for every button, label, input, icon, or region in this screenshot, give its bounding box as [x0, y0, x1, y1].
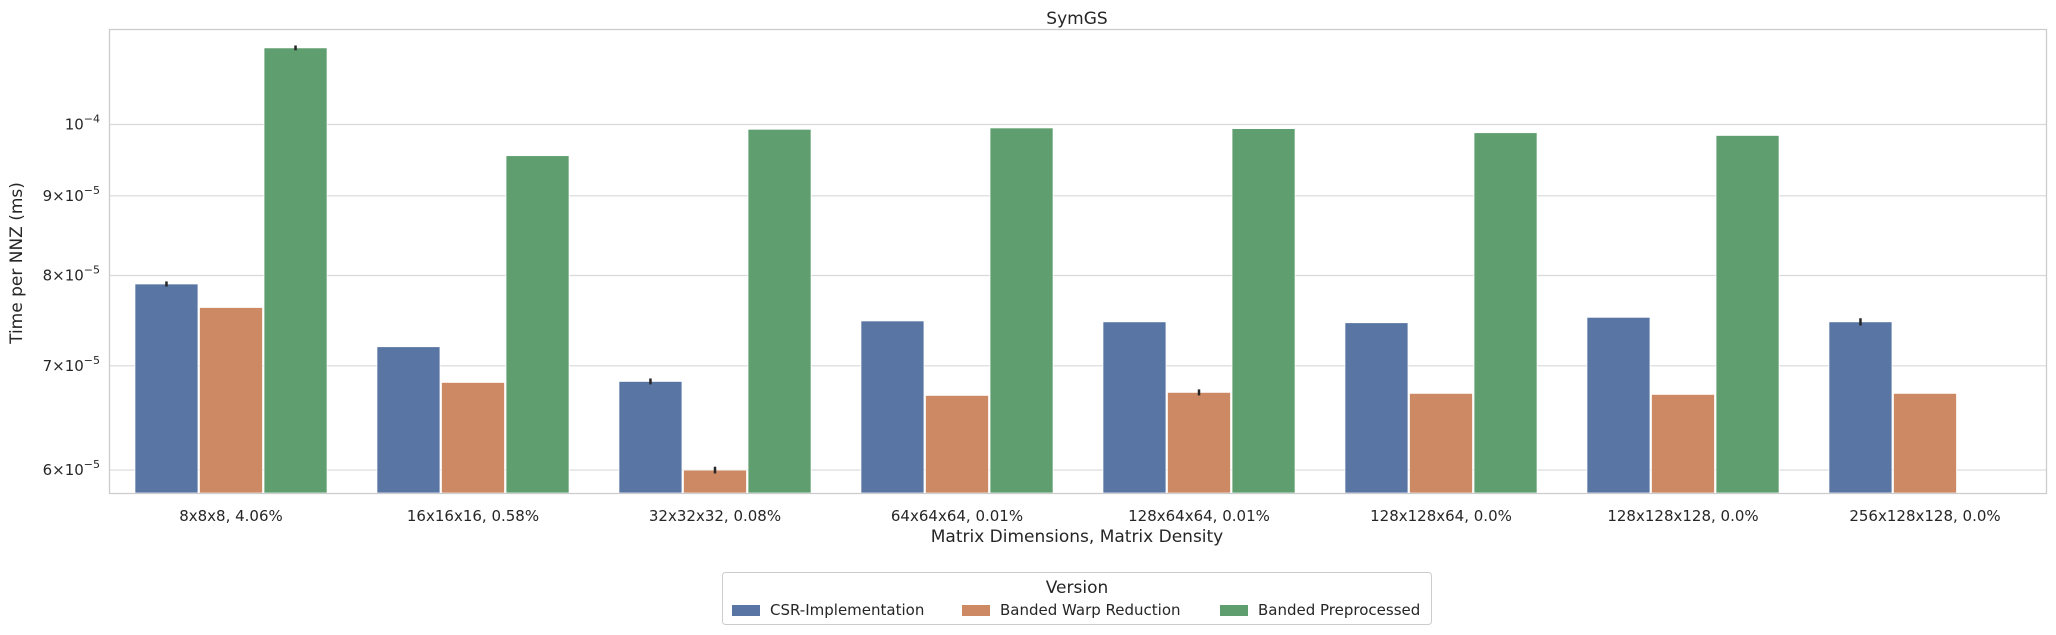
bar-banded-preprocessed: [1473, 132, 1538, 494]
legend-title: Version: [1046, 578, 1109, 598]
bar-banded-preprocessed: [747, 128, 812, 494]
bar-banded-warp-reduction: [1651, 394, 1715, 494]
bars: [134, 45, 1957, 494]
bar-csr-implementation: [1828, 321, 1893, 494]
bar-banded-preprocessed: [263, 47, 328, 494]
y-axis-label: Time per NNZ (ms): [7, 182, 27, 345]
bar-csr-implementation: [860, 320, 925, 494]
x-tick-label: 128x64x64, 0.01%: [1128, 507, 1270, 525]
y-tick-label: 10−4: [65, 113, 100, 134]
x-tick-label: 128x128x64, 0.0%: [1370, 507, 1512, 525]
x-tick-label: 64x64x64, 0.01%: [891, 507, 1023, 525]
legend-label: CSR-Implementation: [770, 601, 924, 619]
x-tick-label: 32x32x32, 0.08%: [649, 507, 781, 525]
x-tick-labels: 8x8x8, 4.06% 16x16x16, 0.58% 32x32x32, 0.0…: [179, 507, 2000, 525]
legend-swatch: [962, 605, 990, 616]
y-tick-label: 9×10−5: [43, 184, 100, 205]
chart-title: SymGS: [1046, 9, 1107, 29]
x-axis-label: Matrix Dimensions, Matrix Density: [931, 527, 1224, 547]
bar-banded-preprocessed: [1231, 128, 1296, 494]
bar-banded-preprocessed: [1715, 135, 1780, 494]
bar-banded-preprocessed: [989, 127, 1054, 494]
bar-csr-implementation: [1102, 321, 1167, 494]
bar-csr-implementation: [376, 346, 441, 494]
legend-swatch: [1220, 605, 1248, 616]
bar-banded-warp-reduction: [441, 382, 505, 494]
legend-label: Banded Warp Reduction: [1000, 601, 1181, 619]
bar-banded-warp-reduction: [925, 395, 989, 494]
x-tick-label: 256x128x128, 0.0%: [1849, 507, 2000, 525]
bar-banded-warp-reduction: [1893, 393, 1957, 494]
bar-csr-implementation: [1344, 322, 1409, 494]
bar-banded-preprocessed: [505, 155, 570, 494]
y-tick-label: 6×10−5: [43, 458, 100, 479]
x-tick-label: 16x16x16, 0.58%: [407, 507, 539, 525]
legend-items: CSR-Implementation Banded Warp Reduction B…: [732, 601, 1420, 619]
bar-banded-warp-reduction: [199, 307, 263, 494]
legend-swatch: [732, 605, 760, 616]
bar-csr-implementation: [1586, 316, 1651, 494]
y-tick-label: 8×10−5: [43, 263, 100, 284]
bar-banded-warp-reduction: [683, 469, 747, 494]
y-tick-label: 7×10−5: [43, 354, 100, 375]
x-tick-label: 128x128x128, 0.0%: [1607, 507, 1758, 525]
legend: Version CSR-Implementation Banded Warp Re…: [722, 572, 1432, 625]
legend-frame: [722, 572, 1432, 625]
legend-label: Banded Preprocessed: [1258, 601, 1420, 619]
x-tick-label: 8x8x8, 4.06%: [179, 507, 283, 525]
y-tick-labels: 6×10−5 7×10−5 8×10−5 9×10−5 10−4: [43, 113, 100, 480]
bar-banded-warp-reduction: [1409, 393, 1473, 494]
bar-csr-implementation: [134, 283, 199, 494]
plot-frame: [108, 28, 2048, 495]
bar-banded-warp-reduction: [1167, 392, 1231, 494]
bar-csr-implementation: [618, 381, 683, 494]
